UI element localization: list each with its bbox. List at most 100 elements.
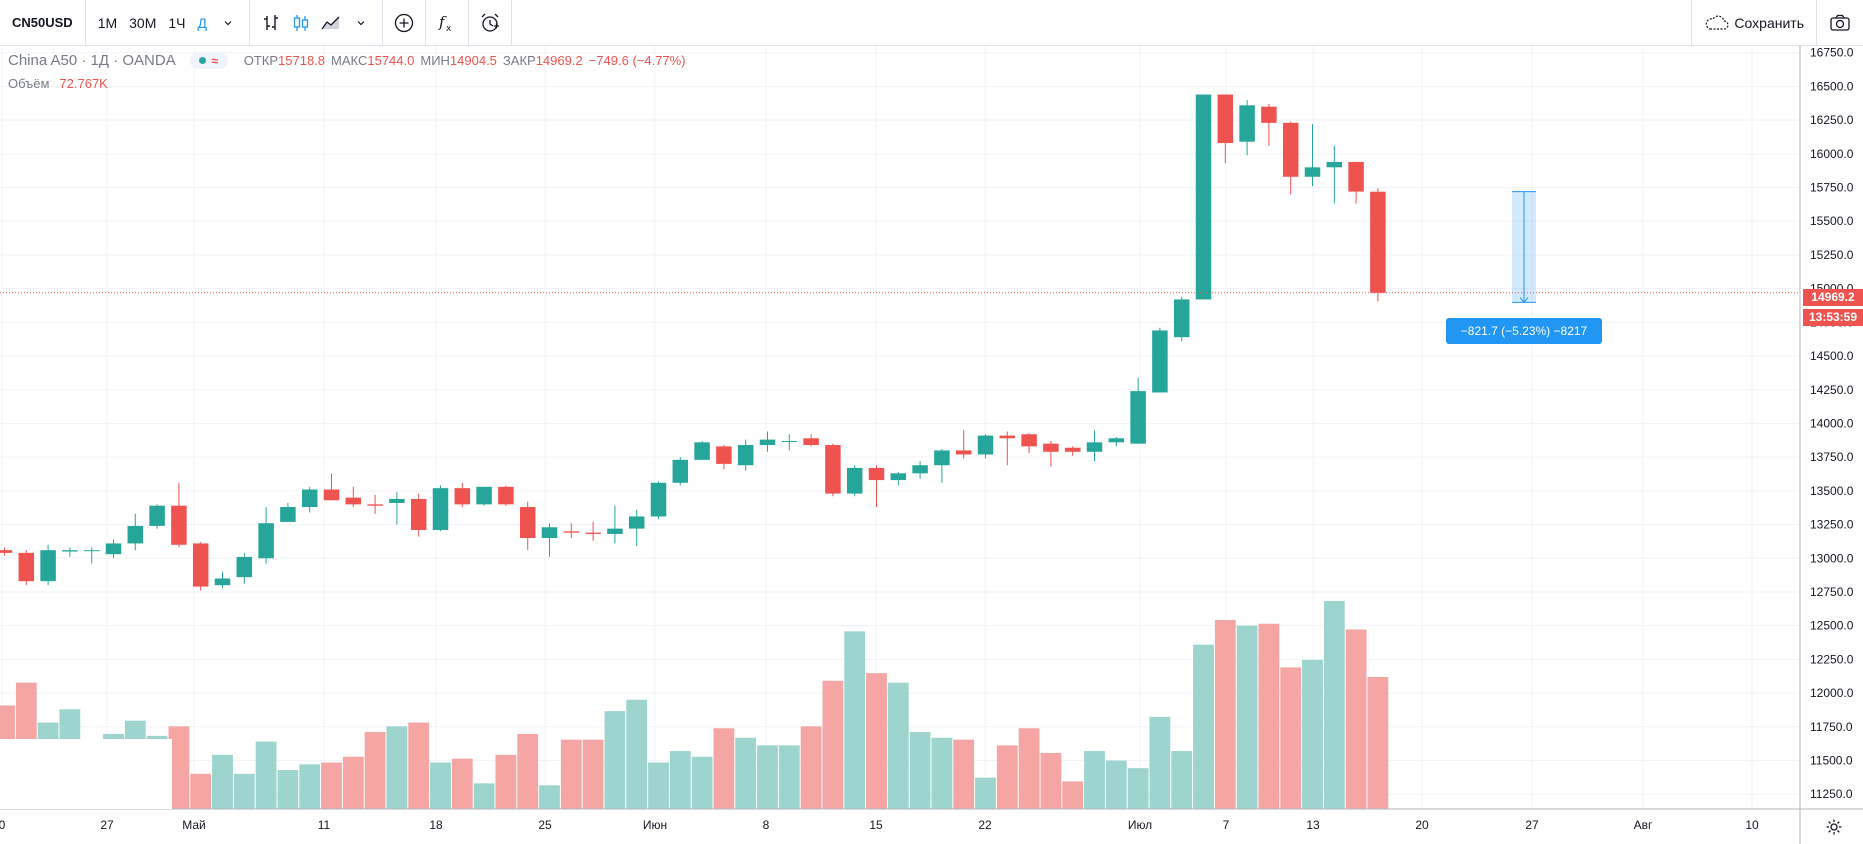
volume-bar	[386, 726, 408, 809]
candle-body	[650, 482, 667, 517]
volume-bar	[364, 732, 386, 809]
area-chart-icon[interactable]	[316, 8, 346, 38]
volume-bar	[473, 783, 495, 809]
volume-bar	[669, 751, 691, 809]
candle-body	[803, 438, 819, 446]
volume-bar	[626, 699, 648, 809]
candle-body	[890, 473, 907, 481]
candle-body	[214, 578, 231, 586]
volume-bar	[430, 762, 451, 809]
volume-bar	[1105, 760, 1127, 809]
alert-group	[469, 0, 512, 46]
volume-bar	[800, 726, 822, 809]
candle-body	[1195, 94, 1212, 300]
volume-bar	[560, 739, 582, 809]
candle-body	[781, 440, 798, 442]
volume-bar	[604, 711, 626, 809]
market-open-dot-icon	[199, 57, 207, 64]
volume-bar	[996, 745, 1018, 809]
candle-body	[454, 488, 471, 505]
candle-body	[149, 505, 165, 526]
interval-dropdown-chevron-icon[interactable]	[213, 8, 243, 38]
volume-bar	[539, 785, 560, 809]
volume-bar	[909, 732, 931, 809]
candle-body	[737, 445, 754, 466]
volume-bar	[1236, 625, 1258, 809]
x-tick-label: 27	[100, 818, 114, 832]
save-button[interactable]: Сохранить	[1691, 0, 1816, 46]
y-tick-label: 16500.0	[1810, 79, 1854, 93]
high-label: МАКС	[331, 53, 368, 68]
close-label: ЗАКР	[502, 53, 536, 68]
candle-body	[868, 467, 885, 481]
y-tick-label: 14250.0	[1810, 383, 1854, 397]
candle-body	[83, 550, 100, 552]
market-status-pill[interactable]: ≈	[189, 52, 228, 69]
alert-clock-icon[interactable]	[475, 8, 505, 38]
candle-body	[1304, 167, 1321, 177]
bars-chart-icon[interactable]	[256, 8, 286, 38]
volume-bar	[975, 777, 996, 809]
y-tick-label: 16750.0	[1810, 46, 1854, 60]
last-price-tag: 14969.2	[1803, 289, 1863, 306]
y-tick-label: 12750.0	[1810, 585, 1854, 599]
snapshot-camera-icon[interactable]	[1816, 0, 1863, 46]
volume-bar	[648, 762, 669, 809]
high-value: 15744.0	[367, 53, 415, 68]
candle-body	[1043, 443, 1059, 452]
x-tick-label: 27	[1525, 818, 1539, 832]
interval-1d-button[interactable]: Д	[197, 14, 207, 31]
volume-bar	[1127, 768, 1149, 809]
volume-bar	[1323, 600, 1345, 809]
volume-bar	[1258, 623, 1280, 809]
chart-settings-gear-icon[interactable]	[1805, 809, 1863, 844]
candle-body	[192, 543, 209, 587]
candle-body	[694, 442, 710, 460]
y-tick-label: 13000.0	[1810, 551, 1854, 565]
candle-body	[62, 550, 78, 552]
candle-body	[955, 450, 972, 455]
volume-bar	[1214, 619, 1236, 809]
symbol-search-button[interactable]: CN50USD	[0, 0, 86, 46]
candle-body	[628, 516, 645, 529]
candle-body	[476, 486, 492, 505]
y-tick-label: 16000.0	[1810, 147, 1854, 161]
candle-body	[563, 531, 580, 533]
interval-30m-button[interactable]: 30М	[129, 14, 157, 31]
volume-bar	[822, 680, 844, 809]
candles-chart-icon[interactable]	[286, 8, 316, 38]
interval-1h-button[interactable]: 1Ч	[168, 14, 186, 31]
x-tick-label: Авг	[1634, 818, 1653, 832]
candle-body	[934, 450, 950, 466]
candle-body	[323, 489, 340, 501]
candle-body	[280, 507, 296, 522]
chart-type-dropdown-chevron-icon[interactable]	[346, 8, 376, 38]
compare-plus-icon[interactable]	[389, 8, 419, 38]
x-tick-label: 0	[0, 818, 6, 832]
candle-body	[1217, 94, 1234, 144]
volume-bar	[735, 737, 757, 809]
y-tick-label: 13250.0	[1810, 518, 1854, 532]
volume-bar	[691, 756, 713, 809]
interval-1m-button[interactable]: 1М	[97, 14, 118, 31]
candle-body	[825, 445, 841, 494]
candle-body	[1239, 105, 1255, 142]
svg-text:f: f	[438, 13, 447, 31]
symbol-description[interactable]: China A50 · 1Д · OANDA	[8, 52, 176, 69]
candle-body	[672, 459, 689, 483]
price-chart[interactable]: 11250.0 11500.0 11750.0 12000.0 12250.0 12500…	[0, 46, 1863, 844]
volume-label[interactable]: Объём	[8, 76, 50, 91]
y-tick-label: 14000.0	[1810, 416, 1854, 430]
open-label: ОТКР	[243, 53, 279, 68]
chart-axes: 11250.0 11500.0 11750.0 12000.0 12250.0 12500…	[0, 46, 1863, 844]
close-value: 14969.2	[535, 53, 583, 68]
candle-body	[18, 552, 35, 582]
candle-body	[541, 527, 558, 539]
volume-bar	[582, 739, 604, 809]
volume-bar	[1193, 644, 1214, 809]
candle-body	[345, 497, 362, 505]
candle-body	[432, 488, 449, 530]
price-range-measure-label[interactable]: −821.7 (−5.23%) −8217	[1446, 318, 1602, 344]
